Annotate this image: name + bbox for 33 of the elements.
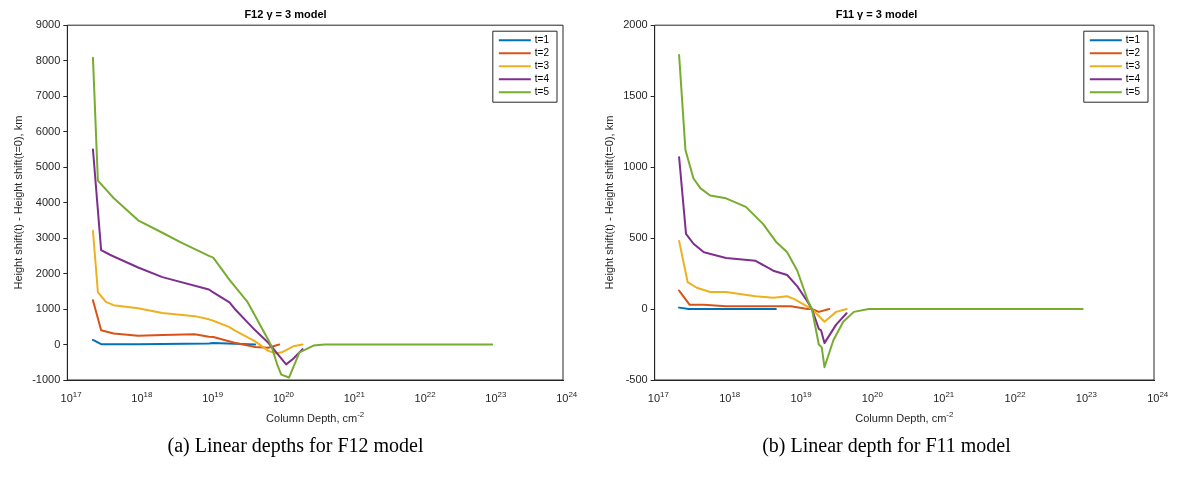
- y-tick-label: 9000: [35, 18, 61, 31]
- y-tick-label: 0: [641, 302, 648, 315]
- legend-label: t=5: [534, 85, 550, 97]
- text: (a) Linear depths for F12 model: [167, 434, 424, 457]
- y-tick-label: 1500: [623, 89, 648, 102]
- y-tick-label: 2000: [35, 266, 61, 279]
- y-tick-label: -1000: [32, 373, 61, 386]
- legend-label: t=1: [534, 33, 550, 45]
- y-tick-label: 5000: [35, 160, 61, 173]
- text: (b) Linear depth for F11 model: [762, 434, 1011, 457]
- legend-label: t=4: [1125, 72, 1141, 84]
- y-axis-title: Height shift(t) - Height shift(t=0), km: [11, 115, 24, 290]
- legend-label: t=1: [1125, 33, 1141, 45]
- y-tick-label: 3000: [35, 231, 61, 244]
- y-tick-label: 1000: [35, 302, 61, 315]
- y-tick-label: 4000: [35, 195, 61, 208]
- legend-label: t=2: [534, 46, 550, 58]
- y-tick-label: 1000: [623, 160, 648, 173]
- chart-title: F11 γ = 3 model: [835, 7, 918, 20]
- legend-label: t=3: [534, 59, 550, 71]
- y-tick-label: 8000: [35, 53, 61, 66]
- chart-title: F12 γ = 3 model: [244, 7, 327, 20]
- legend-label: t=4: [534, 72, 550, 84]
- legend-label: t=5: [1125, 85, 1141, 97]
- y-tick-label: 7000: [35, 89, 61, 102]
- y-tick-label: 2000: [623, 18, 648, 31]
- y-tick-label: 6000: [35, 124, 61, 137]
- legend-label: t=2: [1125, 46, 1141, 58]
- y-axis-title: Height shift(t) - Height shift(t=0), km: [602, 115, 615, 290]
- y-tick-label: 0: [54, 337, 61, 350]
- y-tick-label: -500: [625, 373, 648, 386]
- y-tick-label: 500: [629, 231, 648, 244]
- legend-label: t=3: [1125, 59, 1141, 71]
